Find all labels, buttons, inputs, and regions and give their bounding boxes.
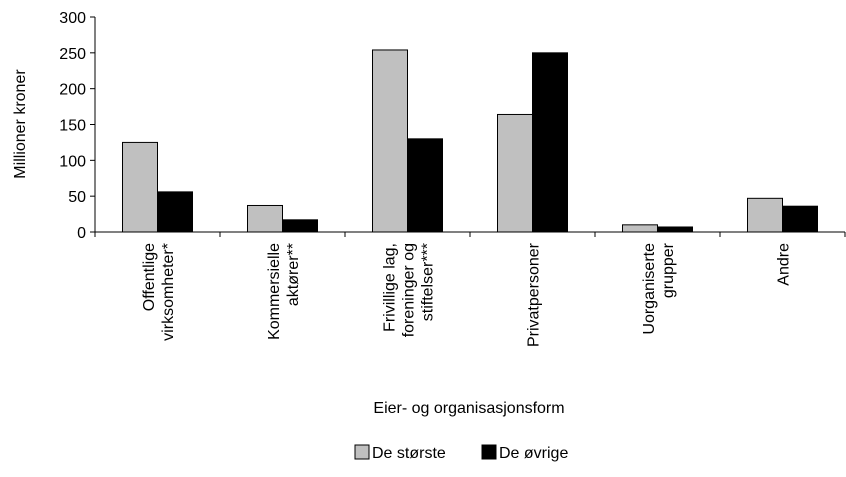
legend-swatch	[354, 444, 370, 460]
bar-de-storste	[372, 49, 408, 233]
legend: De største De øvrige	[354, 444, 568, 462]
bar-de-storste	[122, 141, 158, 233]
category-label-line: virksomheter*	[160, 243, 177, 341]
bar-de-ovrige	[407, 138, 443, 233]
category-label-line: stiftelser***	[420, 243, 437, 321]
y-tick-label: 100	[59, 153, 86, 170]
category-label: Frivillige lag, foreninger og stiftelser**…	[382, 243, 437, 337]
category-label: Privatpersoner	[526, 242, 543, 347]
category-labels: Offentlige virksomheter* Kommersielle aktør…	[141, 242, 793, 347]
category-label-line: Andre	[776, 243, 793, 286]
x-axis-title: Eier- og organisasjonsform	[373, 400, 564, 417]
bar-de-ovrige	[282, 219, 318, 233]
y-axis: 0 50 100 150 200 250 300	[59, 10, 96, 242]
legend-label: De øvrige	[499, 445, 568, 462]
bar-de-storste	[247, 204, 283, 233]
y-tick-label: 200	[59, 82, 86, 99]
category-label: Andre	[776, 243, 793, 286]
bar-de-ovrige	[532, 52, 568, 233]
category-label-line: Uorganiserte	[641, 243, 658, 335]
category-label-line: Frivillige lag,	[382, 243, 399, 332]
category-label-line: aktører**	[285, 243, 302, 306]
category-label-line: Offentlige	[141, 243, 158, 311]
bar-de-ovrige	[157, 191, 193, 233]
y-tick-label: 250	[59, 46, 86, 63]
bar-de-storste	[622, 224, 658, 233]
y-tick-label: 50	[68, 189, 86, 206]
x-axis	[94, 231, 846, 237]
legend-swatch	[481, 444, 497, 460]
legend-label: De største	[372, 445, 446, 462]
category-label-line: Kommersielle	[266, 243, 283, 340]
bar-de-ovrige	[657, 226, 693, 233]
category-label: Offentlige virksomheter*	[141, 243, 177, 341]
category-label: Kommersielle aktører**	[266, 243, 302, 340]
category-label-line: grupper	[660, 242, 677, 298]
bar-de-storste	[747, 197, 783, 233]
category-label-line: foreninger og	[401, 243, 418, 337]
y-axis-title: Millioner kroner	[12, 69, 29, 179]
y-tick-label: 0	[77, 225, 86, 242]
bar-de-storste	[497, 113, 533, 233]
bar-de-ovrige	[782, 205, 818, 233]
category-label: Uorganiserte grupper	[641, 242, 677, 334]
bars	[122, 49, 818, 233]
category-label-line: Privatpersoner	[526, 242, 543, 347]
y-tick-label: 150	[59, 118, 86, 135]
y-tick-label: 300	[59, 10, 86, 27]
